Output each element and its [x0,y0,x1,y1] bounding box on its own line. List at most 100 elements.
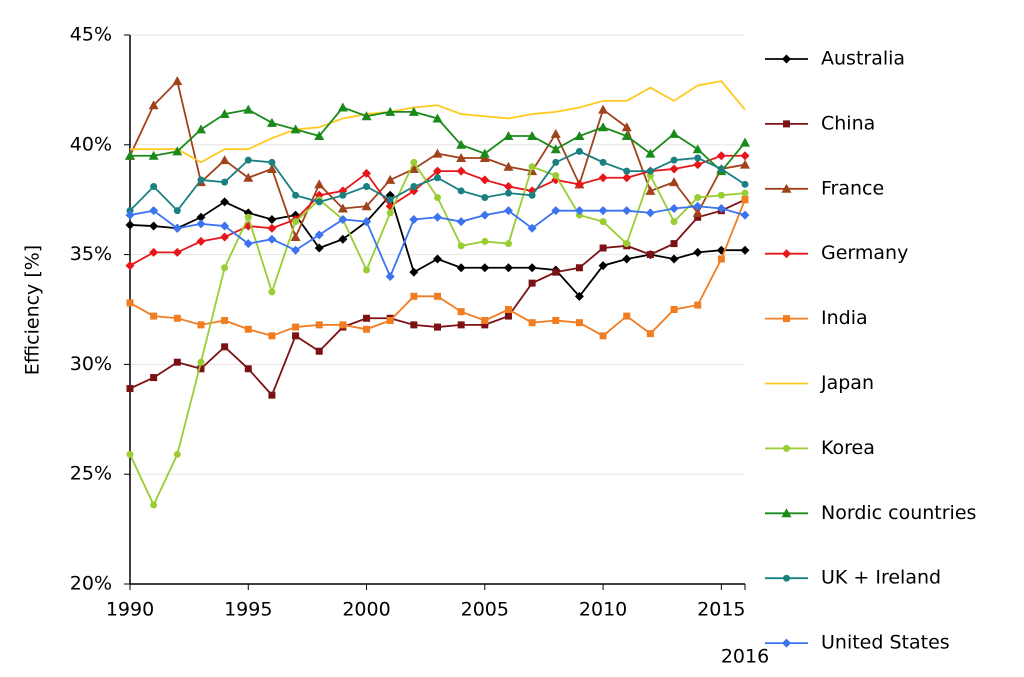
data-point [409,214,419,224]
y-tick-label: 40% [70,133,112,155]
data-point [621,131,632,141]
data-point [243,172,254,182]
data-point [599,332,607,340]
data-point [173,207,181,215]
data-point [268,332,276,340]
data-point [670,240,678,248]
data-point [243,104,254,114]
y-tick-label: 35% [70,243,112,265]
data-point [551,206,561,216]
data-point [623,240,631,248]
data-point [433,166,442,176]
data-point [598,122,609,132]
data-point [150,374,158,382]
data-point [575,147,583,155]
data-point [481,194,489,202]
data-point [197,358,205,366]
data-point [220,221,230,231]
data-point [268,158,276,166]
data-point [125,150,135,160]
data-point [315,321,323,329]
data-point [504,306,512,313]
data-point [267,223,277,233]
data-point [195,124,206,134]
data-point [221,316,229,324]
data-point [290,232,301,242]
legend-label: Japan [820,372,874,394]
data-point [717,255,725,263]
data-point [692,207,703,217]
data-point [125,210,135,220]
y-tick-label: 45% [70,24,112,46]
data-point [172,247,182,257]
data-point [504,240,512,248]
data-point [481,237,489,245]
data-point [219,109,230,119]
data-point [693,201,703,211]
data-point [221,178,229,186]
data-point [196,212,206,222]
data-point [645,208,655,218]
data-point [503,206,513,216]
data-point [481,321,489,329]
data-point [456,217,466,227]
data-point [314,131,325,141]
data-point [386,209,394,217]
data-point [599,218,607,226]
data-point [150,312,158,320]
data-point [717,165,725,173]
data-point [197,176,205,184]
data-point [385,174,396,184]
data-point [410,183,418,191]
legend-marker [783,574,790,582]
data-point [173,450,181,458]
data-point [243,239,253,249]
data-point [244,365,252,373]
data-point [481,316,489,324]
data-point [434,323,441,331]
data-point [670,306,678,313]
data-point [221,264,229,272]
legend-label: France [821,177,884,199]
data-point [386,196,394,204]
legend-label: Germany [821,242,908,264]
data-point [314,243,324,253]
data-point [646,251,654,259]
series-line [130,80,746,164]
data-point [148,100,159,110]
data-point [433,254,442,264]
data-point [126,299,134,307]
data-point [457,242,465,250]
data-point [694,213,702,221]
data-point [480,175,490,185]
data-point [623,312,631,320]
data-point [314,230,324,240]
data-point [740,137,750,147]
data-point [315,347,323,355]
data-point [172,76,183,86]
data-point [669,164,679,174]
data-point [741,189,749,197]
data-point [244,213,252,221]
data-point [244,156,252,164]
data-point [363,325,371,333]
data-point [457,308,465,316]
data-point [552,316,560,324]
series-line [129,193,745,298]
data-point [598,173,608,183]
x-tick-label: 2005 [461,599,509,621]
data-point [669,254,679,264]
data-point [646,330,654,338]
data-point [337,102,348,112]
data-point [693,160,703,170]
data-point [385,106,396,116]
data-point [503,263,513,273]
data-point [694,154,702,162]
data-point [669,177,680,187]
data-point [125,220,135,230]
data-point [645,185,656,195]
data-point [148,150,159,160]
data-point [338,214,348,224]
data-point [717,191,725,199]
